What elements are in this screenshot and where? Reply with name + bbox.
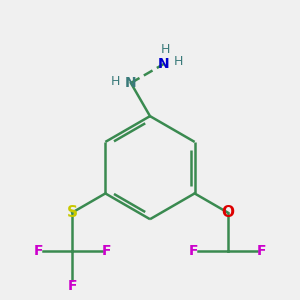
Text: N: N <box>125 76 137 90</box>
Text: N: N <box>158 57 170 71</box>
Text: F: F <box>257 244 267 258</box>
Text: F: F <box>189 244 198 258</box>
Text: F: F <box>102 244 111 258</box>
Text: O: O <box>221 205 234 220</box>
Text: F: F <box>33 244 43 258</box>
Text: H: H <box>173 55 183 68</box>
Text: S: S <box>67 205 78 220</box>
Text: H: H <box>111 75 120 88</box>
Text: H: H <box>161 43 170 56</box>
Text: F: F <box>68 279 77 292</box>
